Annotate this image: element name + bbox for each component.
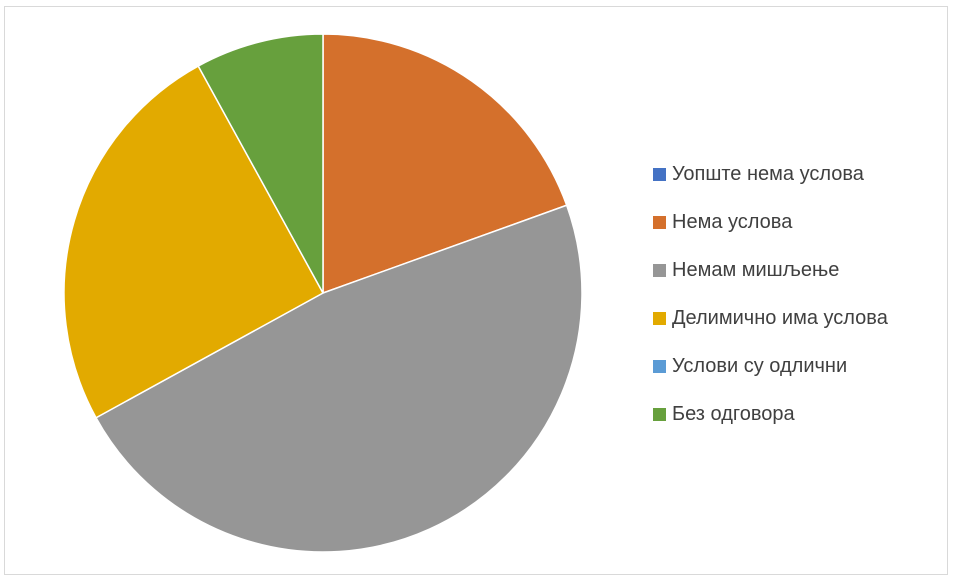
legend-swatch-5 [653,407,666,421]
chart-area: Уопште нема услова Нема услова Немам мишље… [4,6,948,575]
legend-item-5: Без одговора [653,402,953,426]
legend-item-0: Уопште нема услова [653,162,953,186]
chart-legend: Уопште нема услова Нема услова Немам мишље… [653,162,953,450]
legend-label-5: Без одговора [672,402,795,425]
legend-label-3: Делимично има услова [672,306,888,329]
legend-label-0: Уопште нема услова [672,162,864,185]
legend-label-2: Немам мишљење [672,258,840,281]
legend-item-2: Немам мишљење [653,258,953,282]
pie-slice-2 [95,204,583,553]
legend-label-4: Услови су одлични [672,354,848,377]
pie-slice-3 [63,65,325,419]
legend-item-3: Делимично има услова [653,306,953,330]
legend-swatch-2 [653,263,666,277]
pie-chart [63,33,583,553]
legend-item-4: Услови су одлични [653,354,953,378]
legend-label-1: Нема услова [672,210,793,233]
legend-swatch-3 [653,311,666,325]
legend-swatch-4 [653,359,666,373]
legend-item-1: Нема услова [653,210,953,234]
pie-slice-5 [197,33,324,294]
legend-swatch-1 [653,215,666,229]
pie-slice-1 [322,33,568,295]
legend-swatch-0 [653,167,666,181]
